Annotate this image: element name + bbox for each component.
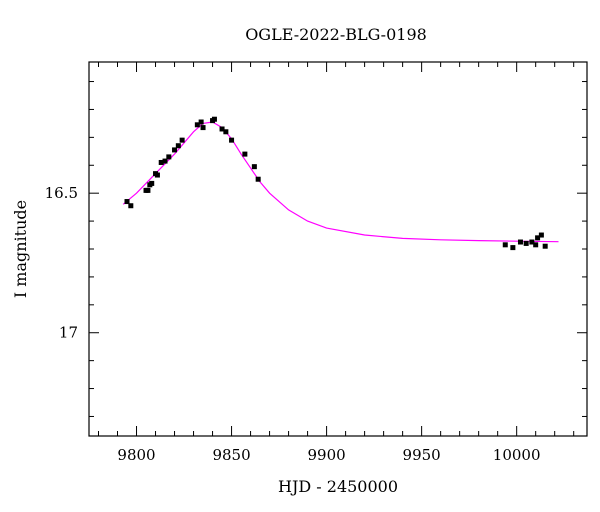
data-point: [175, 143, 181, 149]
data-point: [542, 243, 548, 249]
model-curve: [122, 121, 559, 243]
data-point: [200, 125, 206, 131]
data-point: [529, 239, 535, 245]
y-axis-label: I magnitude: [11, 200, 30, 298]
data-points: [124, 116, 548, 251]
data-point: [179, 137, 185, 143]
x-tick-label: 9900: [308, 446, 346, 464]
data-point: [145, 187, 151, 193]
data-point: [172, 147, 178, 153]
y-tick-label: 16.5: [45, 184, 78, 202]
data-point: [194, 122, 200, 128]
x-tick-labels: 9800 9850 9900 9950 10000: [117, 446, 540, 464]
data-point: [158, 159, 164, 165]
data-point: [502, 242, 508, 248]
chart-title: OGLE-2022-BLG-0198: [245, 25, 427, 44]
y-tick-label: 17: [59, 324, 78, 342]
axis-ticks: [89, 62, 587, 436]
data-point: [128, 203, 134, 209]
x-tick-label: 9950: [403, 446, 441, 464]
data-point: [242, 151, 248, 157]
data-point: [198, 119, 204, 125]
data-point: [223, 129, 229, 135]
data-point: [162, 158, 168, 164]
data-point: [154, 172, 160, 178]
data-point: [523, 240, 529, 246]
y-tick-labels: 16.5 17: [45, 184, 78, 342]
data-point: [510, 245, 516, 251]
x-axis-label: HJD - 2450000: [278, 477, 398, 496]
data-point: [251, 164, 257, 170]
data-point: [124, 199, 130, 205]
x-tick-label: 10000: [493, 446, 541, 464]
data-point: [517, 239, 523, 245]
x-tick-label: 9850: [212, 446, 250, 464]
x-tick-label: 9800: [117, 446, 155, 464]
data-point: [533, 242, 539, 248]
data-point: [535, 235, 541, 241]
data-point: [255, 176, 261, 182]
data-point: [149, 180, 155, 186]
data-point: [211, 116, 217, 122]
data-point: [229, 137, 235, 143]
data-point: [166, 154, 172, 160]
data-point: [538, 232, 544, 238]
data-point: [219, 126, 225, 132]
